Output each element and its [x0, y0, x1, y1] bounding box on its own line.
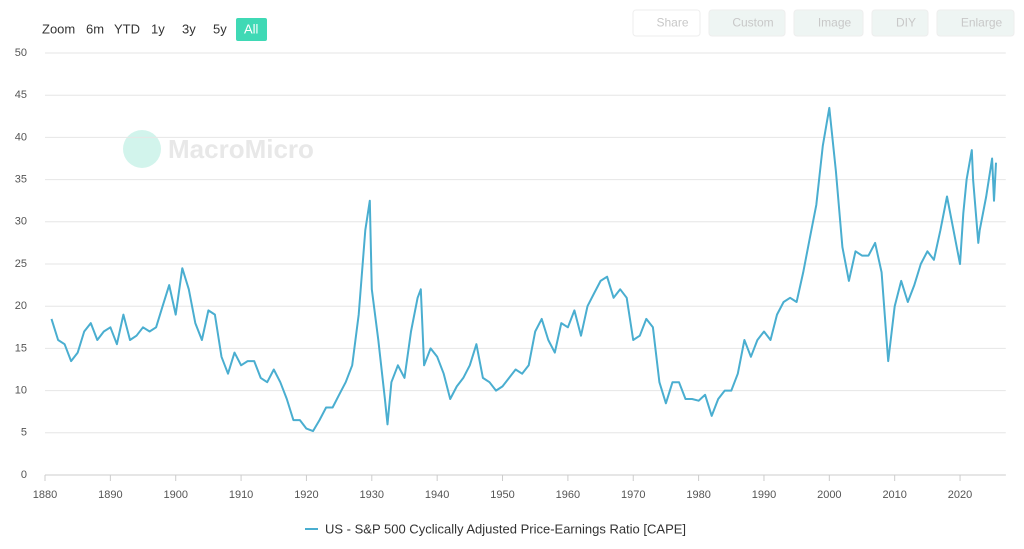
x-tick-label: 2000 — [817, 489, 841, 501]
watermark-logo — [123, 130, 161, 168]
zoom-button[interactable]: 1y — [151, 21, 165, 36]
x-tick-label: 1930 — [360, 489, 384, 501]
y-tick-label: 5 — [21, 427, 27, 439]
x-tick-label: 1910 — [229, 489, 253, 501]
toolbar-button[interactable] — [793, 9, 864, 37]
zoom-button[interactable]: 3y — [182, 21, 196, 36]
x-tick-label: 1920 — [294, 489, 318, 501]
x-tick-label: 1980 — [686, 489, 710, 501]
x-tick-label: 1950 — [490, 489, 514, 501]
series-line — [50, 106, 997, 433]
y-tick-label: 30 — [15, 216, 27, 228]
y-tick-label: 45 — [15, 89, 27, 101]
x-tick-label: 1940 — [425, 489, 449, 501]
toolbar-button[interactable] — [632, 9, 701, 37]
y-tick-label: 20 — [15, 300, 27, 312]
x-tick-label: 2020 — [948, 489, 972, 501]
zoom-button[interactable]: 5y — [213, 21, 227, 36]
y-tick-label: 50 — [15, 47, 27, 59]
x-tick-label: 1960 — [556, 489, 580, 501]
y-tick-label: 0 — [21, 469, 27, 481]
toolbar-button[interactable] — [871, 9, 929, 37]
x-tick-label: 2010 — [882, 489, 906, 501]
zoom-button[interactable]: YTD — [114, 21, 140, 36]
zoom-button[interactable]: 6m — [86, 21, 104, 36]
legend-label[interactable]: US - S&P 500 Cyclically Adjusted Price-E… — [325, 521, 686, 536]
toolbar-label: Enlarge — [961, 16, 1003, 30]
toolbar-label: DIY — [896, 16, 916, 30]
x-tick-label: 1890 — [98, 489, 122, 501]
y-tick-label: 15 — [15, 342, 27, 354]
toolbar-button[interactable] — [708, 9, 786, 37]
toolbar-label: Custom — [732, 16, 773, 30]
watermark: MacroMicro — [168, 134, 314, 164]
zoom-button[interactable]: All — [244, 21, 259, 36]
x-tick-label: 1970 — [621, 489, 645, 501]
toolbar-label: Image — [818, 16, 852, 30]
zoom-button-bg — [236, 18, 267, 41]
zoom-label: Zoom — [42, 21, 75, 36]
x-tick-label: 1990 — [752, 489, 776, 501]
x-tick-label: 1880 — [33, 489, 57, 501]
y-tick-label: 25 — [15, 258, 27, 270]
y-tick-label: 10 — [15, 385, 27, 397]
y-tick-label: 40 — [15, 131, 27, 143]
y-tick-label: 35 — [15, 174, 27, 186]
toolbar-button[interactable] — [936, 9, 1015, 37]
x-tick-label: 1900 — [163, 489, 187, 501]
toolbar-label: Share — [656, 16, 688, 30]
